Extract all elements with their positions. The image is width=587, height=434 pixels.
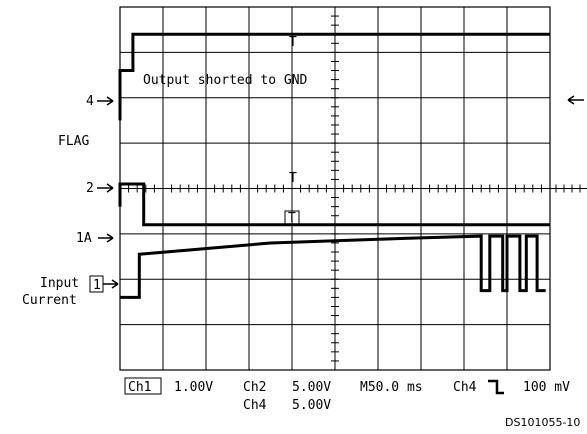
ch1-status-box xyxy=(124,377,162,395)
falling-edge-icon xyxy=(488,379,504,395)
ch4-marker-label: 4 xyxy=(86,94,94,109)
trace-ch4 xyxy=(118,32,550,121)
input-current-label-line2: Current xyxy=(22,293,77,308)
ch1-marker-arrow-icon xyxy=(103,279,119,289)
ch1-marker-label: 1 xyxy=(93,278,101,293)
ch4-scale: 5.00V xyxy=(292,398,331,413)
ch4-status-label: Ch4 xyxy=(243,398,267,413)
current-level-arrow-icon xyxy=(98,233,114,243)
trigger-marker-1: T xyxy=(289,35,297,50)
flag-label: FLAG xyxy=(58,134,89,149)
ch2-marker-label: 2 xyxy=(86,181,94,196)
figure-id: DS101055-10 xyxy=(505,416,580,429)
trigger-box xyxy=(284,210,300,225)
timebase-label: M50.0 ms xyxy=(360,380,423,395)
ch1-scale: 1.00V xyxy=(174,380,213,395)
trace-ch2 xyxy=(118,182,550,227)
ch2-marker-arrow-icon xyxy=(97,183,114,193)
trigger-box-letter: T xyxy=(288,211,296,226)
graticule xyxy=(119,6,587,371)
trigger-level-label: 100 mV xyxy=(523,380,570,395)
traces xyxy=(118,32,550,299)
trigger-source-label: Ch4 xyxy=(453,380,477,395)
ch1-status-label: Ch1 xyxy=(128,380,151,395)
input-current-label-line1: Input xyxy=(40,276,79,291)
ch4-marker-arrow-icon xyxy=(97,96,114,106)
right-reference-arrow-icon xyxy=(567,95,584,105)
ch2-scale: 5.00V xyxy=(292,380,331,395)
ch2-status-label: Ch2 xyxy=(243,380,266,395)
current-level-label: 1A xyxy=(76,231,92,246)
trigger-marker-2: T xyxy=(289,171,297,186)
trace-ch1 xyxy=(120,234,546,299)
shorted-annotation: Output shorted to GND xyxy=(143,73,308,88)
